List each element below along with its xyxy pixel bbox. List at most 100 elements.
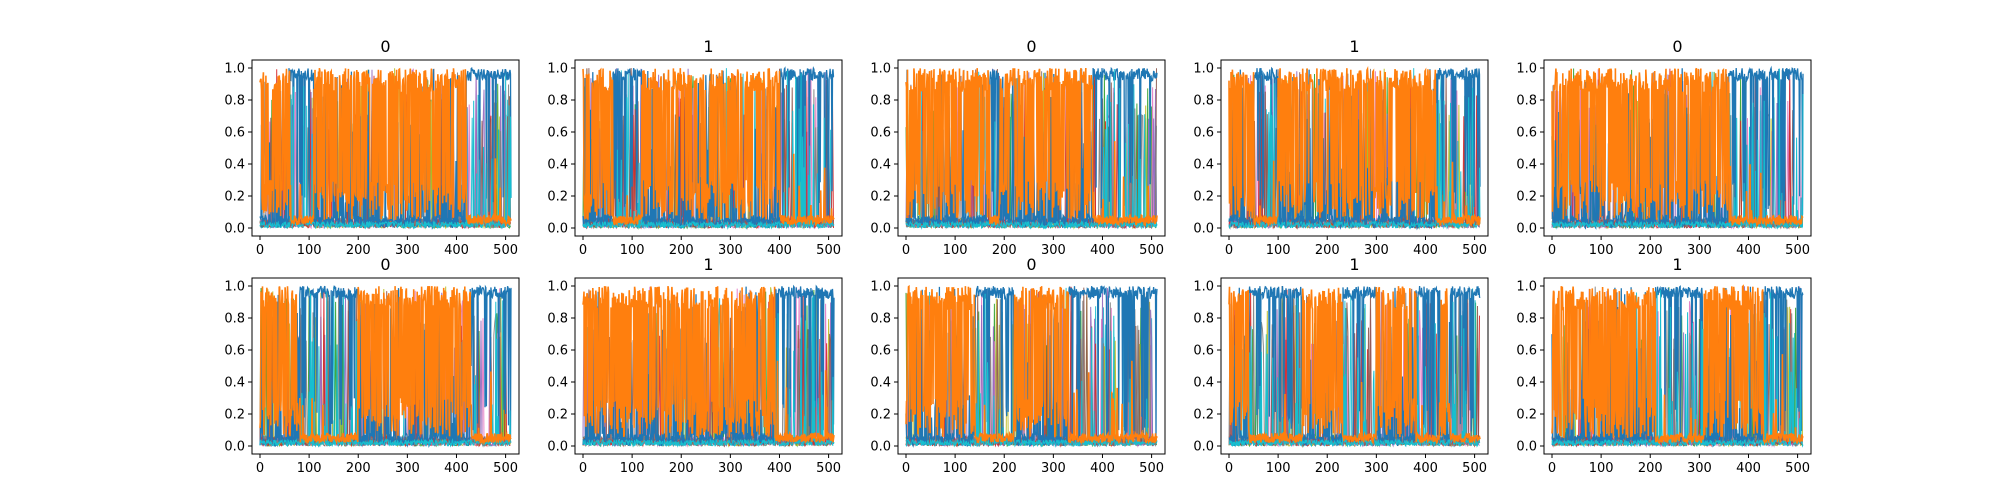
series-line-orange (259, 286, 512, 446)
series-line-orange (905, 284, 1158, 445)
x-tick-label: 300 (1687, 243, 1712, 258)
x-tick-label: 500 (1785, 243, 1810, 258)
y-tick-label: 1.0 (1193, 62, 1214, 77)
subplot-title: 0 (1026, 255, 1036, 274)
x-tick-label: 100 (620, 461, 645, 476)
axes-frame (1220, 277, 1489, 455)
plot-area (259, 284, 512, 449)
x-tick-label: 0 (1225, 243, 1233, 258)
x-tick-label: 200 (992, 461, 1017, 476)
series-line-blue (1228, 285, 1481, 447)
x-tick-label: 300 (395, 243, 420, 258)
subplot-title: 1 (703, 37, 713, 56)
x-tick-label: 0 (256, 243, 264, 258)
y-tick-label: 0.4 (547, 158, 568, 173)
axes-frame (251, 277, 520, 455)
x-tick-label: 200 (1315, 461, 1340, 476)
y-tick-label: 0.6 (1516, 344, 1537, 359)
x-tick-label: 200 (346, 461, 371, 476)
x-tick-label: 500 (816, 461, 841, 476)
x-tick-label: 400 (444, 461, 469, 476)
series-line-cyan (1551, 289, 1804, 448)
series-line-orange (1551, 67, 1804, 228)
subplot-2: 0 0.0 0.2 0.4 0.6 0.8 1.0 0 100 200 300 400 500 (870, 37, 1166, 258)
y-tick-label: 0.2 (1193, 190, 1214, 205)
x-tick-label: 400 (1090, 243, 1115, 258)
x-tick-label: 500 (1139, 243, 1164, 258)
x-tick-label: 400 (1090, 461, 1115, 476)
y-tick-label: 0.2 (1516, 408, 1537, 423)
axes-frame (1220, 59, 1489, 237)
x-tick-label: 500 (493, 243, 518, 258)
x-tick-label: 400 (767, 243, 792, 258)
series-line-orange (1551, 284, 1804, 445)
y-tick-label: 0.0 (224, 440, 245, 455)
series-line-blue (905, 66, 1158, 228)
series-line-orange (1228, 286, 1481, 445)
y-tick-label: 0.0 (1516, 440, 1537, 455)
subplot-title: 0 (1026, 37, 1036, 56)
y-tick-label: 0.2 (547, 408, 568, 423)
y-tick-label: 0.4 (1193, 158, 1214, 173)
x-tick-label: 500 (816, 243, 841, 258)
subplot-title: 0 (1672, 37, 1682, 56)
y-tick-label: 0.0 (547, 440, 568, 455)
x-tick-label: 200 (669, 243, 694, 258)
y-tick-label: 1.0 (870, 280, 891, 295)
x-tick-label: 300 (1041, 243, 1066, 258)
series-line-cyan (905, 68, 1158, 230)
y-tick-label: 0.2 (1193, 408, 1214, 423)
subplot-title: 1 (1349, 37, 1359, 56)
x-tick-label: 100 (943, 243, 968, 258)
x-tick-label: 300 (1687, 461, 1712, 476)
y-tick-label: 0.4 (1516, 376, 1537, 391)
y-tick-label: 0.6 (224, 126, 245, 141)
subplot-title: 0 (380, 255, 390, 274)
plot-area (1228, 66, 1481, 231)
subplot-3: 1 0.0 0.2 0.4 0.6 0.8 1.0 0 100 200 300 400 500 (1193, 37, 1489, 258)
subplot-title: 1 (703, 255, 713, 274)
x-tick-label: 100 (1266, 243, 1291, 258)
y-tick-label: 0.6 (870, 126, 891, 141)
x-tick-label: 300 (1364, 461, 1389, 476)
y-tick-label: 0.4 (870, 158, 891, 173)
y-tick-label: 0.4 (1516, 158, 1537, 173)
y-tick-label: 0.2 (224, 190, 245, 205)
x-tick-label: 200 (669, 461, 694, 476)
x-tick-label: 500 (1462, 461, 1487, 476)
series-line-cyan (905, 293, 1158, 448)
y-tick-label: 1.0 (1516, 62, 1537, 77)
x-tick-label: 0 (902, 243, 910, 258)
series-line-cyan (259, 291, 512, 448)
series-line-orange (1228, 66, 1481, 228)
series-line-orange (905, 67, 1158, 227)
subplot-5: 0 0.0 0.2 0.4 0.6 0.8 1.0 0 100 200 300 400 500 (224, 255, 520, 476)
y-tick-label: 0.6 (1193, 344, 1214, 359)
x-tick-label: 100 (620, 243, 645, 258)
y-tick-label: 0.0 (224, 222, 245, 237)
series-line-cyan (582, 295, 835, 448)
x-tick-label: 400 (1736, 461, 1761, 476)
x-tick-label: 500 (1785, 461, 1810, 476)
y-tick-label: 0.8 (224, 94, 245, 109)
series-line-orange (582, 67, 835, 227)
x-tick-label: 500 (493, 461, 518, 476)
x-tick-label: 400 (1736, 243, 1761, 258)
y-tick-label: 1.0 (224, 280, 245, 295)
y-tick-label: 0.0 (870, 440, 891, 455)
y-tick-label: 0.2 (1516, 190, 1537, 205)
y-tick-label: 0.0 (1193, 440, 1214, 455)
series-line-blue (905, 285, 1158, 448)
y-tick-label: 0.4 (1193, 376, 1214, 391)
y-tick-label: 1.0 (1193, 280, 1214, 295)
x-tick-label: 0 (1225, 461, 1233, 476)
y-tick-label: 1.0 (224, 62, 245, 77)
plot-area (1228, 285, 1481, 448)
y-tick-label: 0.2 (224, 408, 245, 423)
y-tick-label: 0.6 (870, 344, 891, 359)
axes-frame (574, 59, 843, 237)
y-tick-label: 0.8 (547, 94, 568, 109)
subplot-8: 1 0.0 0.2 0.4 0.6 0.8 1.0 0 100 200 300 400 500 (1193, 255, 1489, 476)
y-tick-label: 0.2 (547, 190, 568, 205)
x-tick-label: 300 (1041, 461, 1066, 476)
